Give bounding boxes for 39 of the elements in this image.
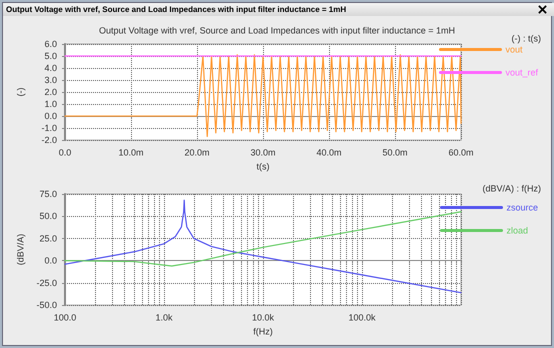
- x-tick-label: 10.0m: [118, 148, 144, 158]
- y-tick-label: 75.0: [39, 189, 57, 199]
- y-tick-label: 2.0: [44, 87, 57, 98]
- y-tick-label: 5.0: [44, 51, 57, 62]
- text: zsource: [506, 202, 538, 212]
- x-tick-label: 100.0: [54, 312, 76, 323]
- legend-title: (-) : t(s): [512, 34, 542, 44]
- text: vout: [505, 44, 523, 54]
- x-axis-title: f(Hz): [253, 326, 273, 336]
- y-tick-label: -25.0: [36, 278, 57, 288]
- x-tick-label: 30.0m: [250, 148, 276, 158]
- y-tick-label: 3.0: [44, 75, 57, 86]
- y-tick-label: -50.0: [36, 300, 57, 310]
- y-tick-label: 0.0: [44, 256, 57, 266]
- x-tick-label: 50.0m: [382, 148, 408, 158]
- y-tick-label: 1.0: [44, 99, 57, 110]
- text: vout_ref: [505, 68, 538, 78]
- chart-title: Output Voltage with vref, Source and Load Impedances with input filter inductance = 1mH: [99, 26, 455, 36]
- legend-title: (dBV/A) : f(Hz): [482, 184, 542, 194]
- y-axis-title: (-): [16, 88, 26, 97]
- x-tick-label: 40.0m: [316, 148, 342, 158]
- x-tick-label: 100.0k: [348, 312, 376, 323]
- y-tick-label: 0.0: [44, 111, 57, 122]
- text: zload: [506, 226, 528, 236]
- y-tick-label: 6.0: [44, 39, 57, 49]
- x-tick-label: 20.0m: [184, 148, 210, 158]
- y-tick-label: 50.0: [39, 211, 57, 222]
- y-tick-label: -1.0: [41, 123, 57, 134]
- x-tick-label: 0.0: [58, 148, 72, 158]
- x-tick-label: 60.0m: [448, 148, 474, 158]
- y-tick-label: 25.0: [39, 233, 57, 244]
- x-axis-title: t(s): [256, 162, 270, 172]
- x-tick-label: 1.0k: [155, 312, 174, 323]
- text: Output Voltage with vref, Source and Load Impedances with input filter inductance = 1mH: [3, 3, 554, 16]
- x-tick-label: 10.0k: [252, 312, 274, 323]
- y-tick-label: 4.0: [44, 63, 57, 74]
- line-series: [64, 54, 462, 138]
- y-tick-label: -2.0: [41, 135, 57, 146]
- y-axis-title: (dBV/A): [16, 234, 26, 266]
